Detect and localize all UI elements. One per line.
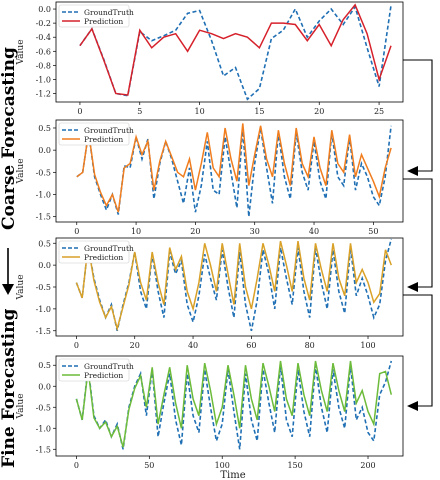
x-tick-label: 5 (137, 107, 142, 116)
series-line-prediction (76, 123, 392, 213)
y-tick-label: 0.5 (38, 361, 51, 370)
connector-line-3 (403, 294, 433, 407)
chart-panels: 0 5 10 15 20 25 0.0 -0.2 -0.4 -0.6 -0.8 -1.0 -1.2 Val… (16, 1, 404, 470)
x-tick-label: 30 (250, 227, 260, 236)
series-line-prediction (79, 3, 392, 96)
y-tick-label: 0.5 (38, 239, 51, 248)
y-tick-label: -0.5 (36, 403, 51, 412)
legend-label-prediction: Prediction (84, 17, 123, 26)
side-label-fine: Fine Forecasting (0, 309, 19, 468)
y-tick-label: 0.0 (38, 146, 51, 155)
chart-panel-3: 0 20 40 60 80 100 0.5 0.0 -0.5 -1.0 -1.5 Value Groun… (16, 237, 404, 350)
x-tick-label: 20 (130, 341, 140, 350)
x-tick-label: 10 (131, 227, 141, 236)
x-tick-label: 150 (287, 461, 302, 470)
y-tick-label: -1.5 (36, 445, 51, 454)
y-axis-label: Value (16, 274, 26, 300)
legend-label-groundtruth: GroundTruth (84, 362, 134, 371)
x-tick-label: 15 (254, 107, 264, 116)
legend-label-prediction: Prediction (84, 371, 123, 380)
connector-line-1 (403, 59, 433, 172)
down-arrow-icon (2, 284, 14, 295)
y-tick-label: 0.5 (38, 124, 51, 133)
y-tick-label: -0.4 (36, 33, 51, 42)
legend-label-groundtruth: GroundTruth (84, 126, 134, 135)
x-tick-label: 0 (74, 341, 79, 350)
x-tick-label: 0 (74, 461, 79, 470)
y-tick-label: -1.0 (36, 191, 51, 200)
y-tick-label: 0.0 (38, 5, 51, 14)
y-tick-label: -0.6 (36, 47, 51, 56)
x-tick-label: 100 (215, 461, 230, 470)
legend-label-prediction: Prediction (84, 253, 123, 262)
y-tick-label: -1.0 (36, 305, 51, 314)
y-axis-label: Value (16, 158, 26, 184)
x-tick-label: 100 (360, 341, 375, 350)
x-tick-label: 80 (305, 341, 315, 350)
series-line-prediction (75, 360, 393, 448)
connector-arrow-icon (407, 166, 418, 176)
chart-panel-2: 0 10 20 30 40 50 0.5 0.0 -0.5 -1.0 -1.5 Value Ground… (16, 119, 404, 236)
side-label-coarse: Coarse Forecasting (0, 47, 19, 230)
panel-connectors (403, 59, 433, 411)
y-tick-label: -1.0 (36, 424, 51, 433)
x-tick-label: 20 (314, 107, 324, 116)
y-axis-label: Value (16, 393, 26, 419)
legend-label-prediction: Prediction (84, 135, 123, 144)
y-tick-label: -0.2 (36, 19, 51, 28)
legend-label-groundtruth: GroundTruth (84, 244, 134, 253)
x-tick-label: 200 (360, 461, 375, 470)
connector-arrow-icon (407, 282, 418, 292)
y-tick-label: -0.5 (36, 283, 51, 292)
legend-label-groundtruth: GroundTruth (84, 8, 134, 17)
y-tick-label: 0.0 (38, 261, 51, 270)
series-line-prediction (75, 240, 393, 332)
y-tick-label: -1.2 (36, 90, 51, 99)
y-tick-label: 0.0 (38, 382, 51, 391)
chart-panel-1: 0 5 10 15 20 25 0.0 -0.2 -0.4 -0.6 -0.8 -1.0 -1.2 Val… (16, 1, 404, 116)
x-tick-label: 50 (144, 461, 154, 470)
y-tick-label: -1.5 (36, 213, 51, 222)
x-tick-label: 40 (309, 227, 319, 236)
x-tick-label: 10 (194, 107, 204, 116)
connector-line-2 (403, 178, 433, 288)
y-tick-label: -1.5 (36, 327, 51, 336)
x-tick-label: 50 (368, 227, 378, 236)
x-tick-label: 20 (190, 227, 200, 236)
series-line-groundtruth (76, 125, 392, 217)
y-axis-label: Value (16, 39, 26, 65)
chart-panel-4: 0 50 100 150 200 0.5 0.0 -0.5 -1.0 -1.5 Value Groun… (16, 355, 404, 470)
connector-arrow-icon (407, 401, 418, 411)
x-axis-title: Time (220, 470, 245, 480)
y-tick-label: -0.8 (36, 61, 51, 70)
x-tick-label: 40 (188, 341, 198, 350)
x-tick-label: 60 (246, 341, 256, 350)
x-tick-label: 0 (74, 227, 79, 236)
x-tick-label: 0 (77, 107, 82, 116)
x-tick-label: 25 (374, 107, 384, 116)
y-tick-label: -0.5 (36, 168, 51, 177)
y-tick-label: -1.0 (36, 75, 51, 84)
